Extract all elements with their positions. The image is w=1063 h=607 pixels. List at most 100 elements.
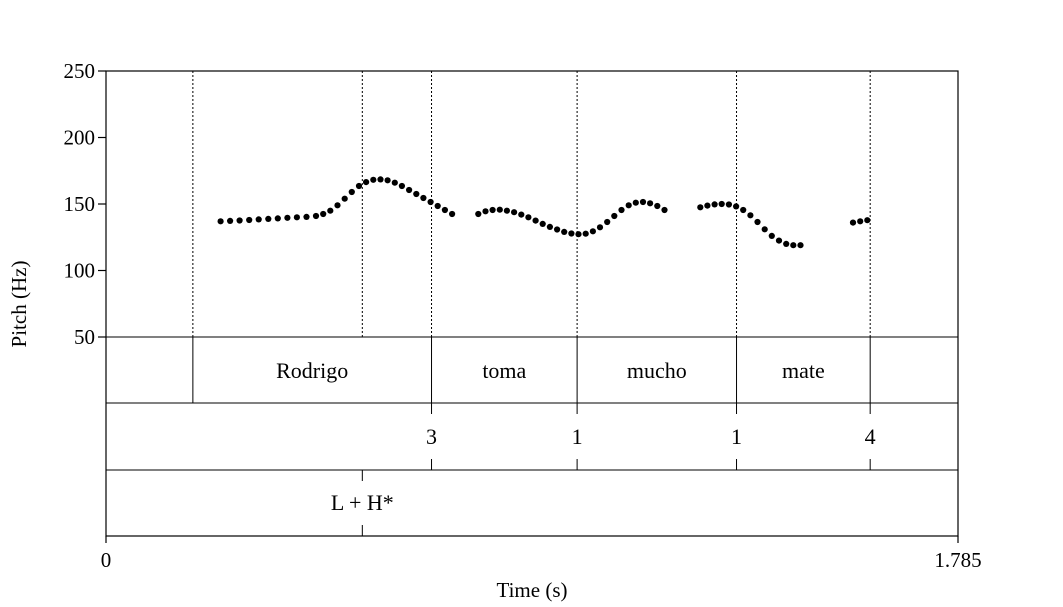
outer-frame xyxy=(105,70,959,537)
pitch-point xyxy=(525,214,532,221)
pitch-point xyxy=(754,218,761,226)
pitch-point xyxy=(496,206,503,213)
word-label: mate xyxy=(782,358,825,383)
pitch-point xyxy=(554,226,561,233)
pitch-point xyxy=(227,217,234,224)
y-tick-label: 200 xyxy=(64,126,96,150)
pitch-point xyxy=(503,207,510,214)
pitch-point xyxy=(539,220,546,227)
y-tick-label: 100 xyxy=(64,259,96,283)
pitch-point xyxy=(611,212,618,220)
pitch-point xyxy=(561,228,568,235)
pitch-point xyxy=(510,209,518,216)
pitch-point xyxy=(274,215,281,222)
pitch-point xyxy=(327,207,334,214)
x-axis-label: Time (s) xyxy=(497,578,568,602)
pitch-point xyxy=(661,206,668,214)
pitch-point xyxy=(768,232,775,239)
pitch-point xyxy=(761,226,768,233)
break-index-label: 1 xyxy=(572,424,583,449)
pitch-point xyxy=(747,212,754,219)
pitch-point xyxy=(293,214,300,221)
pitch-point xyxy=(604,218,611,226)
pitch-point xyxy=(441,206,448,214)
pitch-point xyxy=(420,194,427,202)
pitch-point xyxy=(575,231,582,238)
y-tick-label: 250 xyxy=(64,59,96,83)
pitch-point xyxy=(303,213,310,220)
pitch-points xyxy=(217,176,871,249)
pitch-point xyxy=(449,210,456,218)
pitch-point xyxy=(864,217,871,224)
pitch-point xyxy=(618,206,625,214)
pitch-point xyxy=(632,199,639,206)
pitch-point xyxy=(377,176,384,183)
pitch-point xyxy=(532,217,539,224)
pitch-point xyxy=(427,198,434,206)
pitch-point xyxy=(370,176,377,183)
pitch-point xyxy=(265,215,272,222)
pitch-point xyxy=(518,211,525,218)
pitch-point xyxy=(582,230,589,237)
break-index-label: 3 xyxy=(426,424,437,449)
pitch-point xyxy=(341,195,348,202)
pitch-point xyxy=(639,198,647,206)
pitch-point xyxy=(733,203,740,210)
pitch-point xyxy=(489,206,496,214)
pitch-point xyxy=(398,182,405,190)
pitch-point xyxy=(790,242,797,249)
pitch-point xyxy=(312,212,320,220)
y-axis-ticks: 250 200 150 100 50 xyxy=(64,59,106,349)
plot-frame xyxy=(105,70,959,543)
pitch-point xyxy=(697,204,704,211)
pitch-point xyxy=(625,202,632,209)
pitch-point xyxy=(775,237,783,244)
pitch-point xyxy=(355,182,363,190)
pitch-point xyxy=(246,216,253,224)
x-tick-label-start: 0 xyxy=(101,548,112,572)
pitch-point xyxy=(857,218,864,225)
pitch-point xyxy=(647,200,654,207)
pitch-point xyxy=(284,214,291,221)
pitch-point xyxy=(363,179,370,186)
pitch-point xyxy=(475,210,482,218)
pitch-point xyxy=(718,200,725,208)
pitch-point xyxy=(546,223,554,230)
pitch-point xyxy=(589,228,597,235)
pitch-point xyxy=(348,188,355,196)
pitch-point xyxy=(568,230,575,237)
pitch-point xyxy=(217,218,224,225)
pitch-point xyxy=(740,206,747,214)
pitch-point xyxy=(797,242,804,249)
pitch-point xyxy=(704,202,711,209)
pitch-point xyxy=(849,219,857,226)
pitch-point xyxy=(236,217,243,224)
pitch-point xyxy=(711,201,718,208)
pitch-point xyxy=(596,224,604,231)
y-tick-label: 50 xyxy=(74,325,95,349)
pitch-point xyxy=(406,186,413,194)
tone-label: L + H* xyxy=(331,490,394,515)
pitch-point xyxy=(783,240,790,247)
pitch-point xyxy=(434,202,441,210)
pitch-point xyxy=(482,208,489,215)
x-tick-label-end: 1.785 xyxy=(934,548,981,572)
break-index-label: 4 xyxy=(865,424,876,449)
word-label: Rodrigo xyxy=(276,358,348,383)
pitch-point xyxy=(391,179,398,186)
break-index-label: 1 xyxy=(731,424,742,449)
pitch-point xyxy=(320,210,327,218)
pitch-point xyxy=(384,177,391,184)
pitch-point xyxy=(413,190,420,198)
y-axis-label: Pitch (Hz) xyxy=(7,261,31,348)
word-label: toma xyxy=(482,358,526,383)
boundary-lines xyxy=(192,71,871,337)
annotation-tiers: Rodrigo toma mucho mate 3 1 1 4 L + H* xyxy=(192,337,876,536)
pitch-point xyxy=(725,201,733,208)
pitch-point xyxy=(334,202,341,209)
pitch-point xyxy=(654,202,661,210)
pitch-point xyxy=(255,216,262,223)
y-tick-label: 150 xyxy=(64,192,96,216)
word-label: mucho xyxy=(627,358,687,383)
